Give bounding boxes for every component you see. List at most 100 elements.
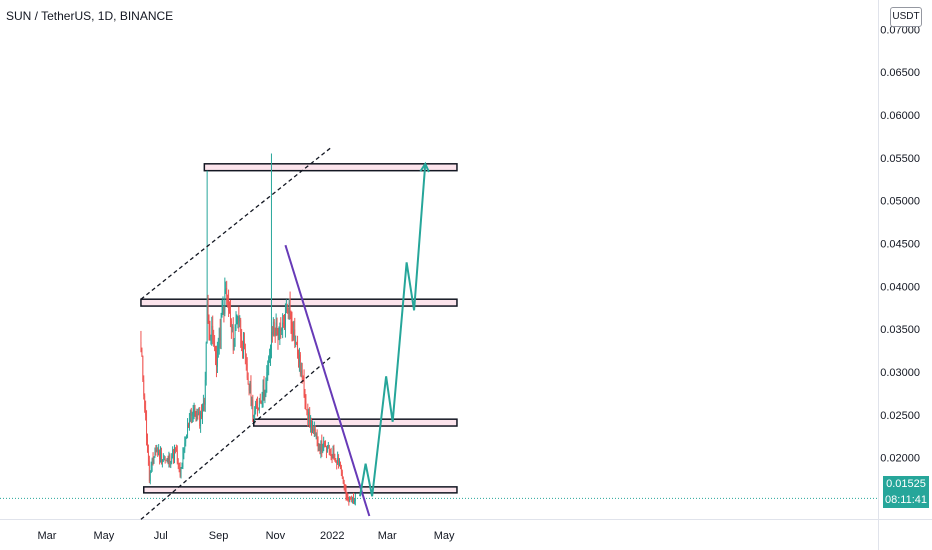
candle-body: [197, 413, 199, 415]
projection-path: [359, 163, 427, 497]
candle-body: [345, 488, 347, 497]
candle-body: [161, 452, 162, 463]
candle-body: [249, 384, 251, 391]
candle-body: [240, 320, 242, 337]
candle-body: [150, 465, 152, 473]
x-tick-label-5: 2022: [320, 530, 344, 542]
resistance-zone-3: [142, 486, 458, 494]
candle-body: [271, 331, 273, 335]
candle-body: [236, 322, 238, 324]
candle-body: [168, 454, 170, 462]
candle-body: [344, 484, 346, 489]
y-tick-label-4: 0.05000: [880, 196, 920, 208]
candle-body: [248, 384, 250, 391]
candle-body: [224, 289, 226, 314]
candle-body: [256, 403, 257, 405]
candle-body: [328, 445, 330, 451]
candle-body: [260, 402, 262, 404]
candle-body: [237, 316, 239, 323]
candle-body: [223, 308, 225, 314]
candle-body: [171, 456, 173, 462]
candle-body: [175, 448, 176, 450]
candle-body: [309, 412, 311, 426]
candle-body: [151, 458, 153, 466]
y-tick-label-6: 0.04000: [880, 281, 920, 293]
candle-body: [322, 450, 324, 452]
candle-body: [278, 337, 280, 340]
candle-body: [162, 459, 164, 461]
candle-body: [258, 400, 260, 409]
y-tick-label-1: 0.06500: [880, 67, 920, 79]
candle-body: [304, 395, 306, 402]
candle-body: [241, 336, 243, 348]
candle-body: [167, 458, 169, 462]
candle-body: [294, 329, 296, 345]
candle-body: [153, 456, 155, 459]
y-tick-label-0: 0.07000: [880, 24, 920, 36]
candle-body: [347, 496, 349, 500]
candle-body: [281, 329, 283, 332]
candle-body: [323, 442, 325, 451]
candle-body: [258, 408, 259, 410]
candle-body: [221, 312, 223, 318]
symbol-legend[interactable]: SUN / TetherUS, 1D, BINANCE: [6, 9, 174, 23]
candle-body: [350, 497, 352, 499]
candle-body: [231, 326, 233, 328]
candle-body: [211, 325, 213, 335]
candle-body: [298, 354, 299, 363]
candle-body: [219, 328, 221, 341]
candle-body: [181, 466, 183, 469]
candle-body: [271, 331, 272, 350]
candle-body: [320, 440, 322, 452]
candle-body: [183, 449, 185, 454]
candle-body: [202, 411, 203, 418]
candle-body: [251, 399, 253, 406]
candle-body: [186, 434, 188, 439]
candle-body: [308, 412, 310, 420]
candle-body: [334, 458, 336, 460]
candle-body: [348, 499, 350, 502]
candle-body: [264, 394, 266, 396]
candle-body: [296, 342, 298, 344]
candle-body: [177, 462, 179, 464]
candle-body: [316, 433, 318, 440]
candle-body: [198, 411, 200, 415]
candle-body: [324, 442, 325, 445]
candle-body: [349, 497, 351, 502]
candle-body: [261, 399, 263, 404]
candle-body: [333, 448, 335, 459]
y-tick-label-7: 0.03500: [880, 324, 920, 336]
candle-body: [199, 411, 201, 427]
candle-body: [300, 370, 302, 374]
candle-body: [225, 288, 227, 290]
candle-body: [293, 329, 295, 338]
candle-body: [307, 411, 309, 420]
candle-body: [283, 322, 284, 325]
x-tick-label-1: May: [93, 530, 114, 542]
x-tick-label-0: Mar: [38, 530, 57, 542]
candle-body: [239, 320, 241, 322]
candle-body: [204, 379, 206, 405]
candle-body: [229, 311, 230, 313]
currency-unit-button[interactable]: USDT: [890, 7, 922, 27]
candle-body: [340, 466, 342, 472]
candle-body: [233, 338, 235, 351]
candle-body: [226, 288, 228, 296]
candle-body: [216, 355, 217, 367]
candle-body: [215, 346, 216, 356]
candle-body: [339, 463, 340, 466]
candle-body: [220, 317, 222, 341]
candle-body: [326, 447, 328, 453]
candle-body: [318, 447, 320, 451]
candle-body: [245, 357, 247, 364]
candle-body: [222, 308, 224, 313]
candle-body: [313, 429, 315, 432]
candle-body: [299, 354, 301, 374]
candle-body: [332, 448, 334, 458]
candle-body: [351, 498, 353, 500]
candle-body: [254, 410, 256, 417]
last-price-label: 0.01525: [883, 476, 929, 492]
descending-trendline: [284, 244, 371, 517]
channel-line-1: [140, 356, 332, 520]
